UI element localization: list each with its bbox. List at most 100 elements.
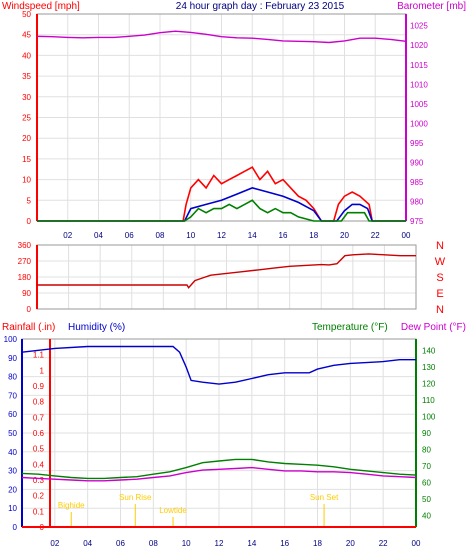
windspeed-tick-label: 35 — [22, 72, 31, 81]
time-tick-label: 06 — [116, 539, 125, 548]
time-tick-label: 16 — [279, 231, 288, 240]
temperature-tick-label: 110 — [422, 396, 435, 405]
temperature-tick-label: 40 — [422, 511, 431, 520]
time-tick-label: 06 — [125, 231, 134, 240]
rainfall-tick-label: 0.7 — [33, 413, 45, 422]
temperature-tick-label: 60 — [422, 478, 431, 487]
windspeed-tick-label: 40 — [22, 51, 31, 60]
time-tick-label: 00 — [402, 231, 411, 240]
time-tick-label: 08 — [156, 231, 165, 240]
time-tick-label: 20 — [346, 539, 355, 548]
compass-label: N — [436, 304, 444, 316]
temperature-tick-label: 120 — [422, 380, 436, 389]
time-tick-label: 18 — [309, 231, 318, 240]
temperature-tick-label: 90 — [422, 429, 431, 438]
barometer-tick-label: 1010 — [410, 80, 428, 89]
humidity-tick-label: 100 — [4, 335, 18, 344]
time-tick-label: 00 — [412, 539, 421, 548]
direction-tick-label: 90 — [22, 289, 31, 298]
compass-label: W — [435, 256, 446, 268]
temperature-tick-label: 80 — [422, 445, 431, 454]
gust-line — [37, 166, 406, 222]
direction-tick-label: 360 — [18, 241, 32, 250]
humidity-axis-title: Humidity (%) — [68, 322, 125, 333]
annotation-label: Sun Rise — [119, 493, 152, 502]
temperature-tick-label: 50 — [422, 495, 431, 504]
rainfall-tick-label: 0.4 — [33, 460, 45, 469]
time-tick-label: 18 — [313, 539, 322, 548]
barometer-tick-label: 1005 — [410, 100, 428, 109]
rainfall-tick-label: 0.3 — [33, 476, 45, 485]
temperature-tick-label: 70 — [422, 462, 431, 471]
rainfall-tick-label: 0.8 — [33, 398, 45, 407]
humidity-tick-label: 50 — [8, 429, 17, 438]
time-tick-label: 10 — [186, 231, 195, 240]
direction-tick-label: 270 — [18, 257, 32, 266]
barometer-tick-label: 975 — [410, 217, 424, 226]
barometer-tick-label: 995 — [410, 139, 424, 148]
annotation-label: Lowtide — [159, 506, 187, 515]
annotation-label: Sun Set — [310, 493, 339, 502]
humidity-tick-label: 90 — [8, 354, 17, 363]
windspeed-tick-label: 45 — [22, 31, 31, 40]
barometer-tick-label: 1025 — [410, 22, 428, 31]
time-tick-label: 04 — [94, 231, 103, 240]
time-tick-label: 22 — [371, 231, 380, 240]
time-tick-label: 02 — [63, 231, 72, 240]
time-tick-label: 02 — [50, 539, 59, 548]
humidity-tick-label: 80 — [8, 373, 17, 382]
windspeed-tick-label: 15 — [22, 155, 31, 164]
barometer-line — [36, 30, 407, 44]
time-tick-label: 22 — [379, 539, 388, 548]
windspeed-tick-label: 0 — [27, 217, 32, 226]
humidity-tick-label: 40 — [8, 448, 17, 457]
humidity-tick-label: 30 — [8, 467, 17, 476]
wind_direction-line — [37, 253, 416, 289]
barometer-axis-title: Barometer [mb] — [397, 1, 466, 12]
rainfall-axis-title: Rainfall (.in) — [2, 322, 55, 333]
windspeed-tick-label: 10 — [22, 176, 31, 185]
rainfall-tick-label: 0.6 — [33, 429, 45, 438]
windspeed-tick-label: 20 — [22, 134, 31, 143]
humidity-tick-label: 0 — [13, 523, 18, 532]
rainfall-tick-label: 0.9 — [33, 382, 45, 391]
rainfall-tick-label: 1 — [40, 366, 45, 375]
time-tick-label: 04 — [83, 539, 92, 548]
time-tick-label: 20 — [340, 231, 349, 240]
barometer-tick-label: 1020 — [410, 41, 428, 50]
humidity-tick-label: 10 — [8, 504, 17, 513]
time-tick-label: 08 — [149, 539, 158, 548]
temperature-axis-title: Temperature (°F) — [312, 322, 388, 333]
compass-label: N — [436, 240, 444, 252]
rainfall-tick-label: 0.5 — [33, 445, 45, 454]
time-tick-label: 14 — [247, 539, 256, 548]
average-line — [37, 187, 406, 222]
windspeed-tick-label: 5 — [27, 196, 32, 205]
temperature-line — [21, 458, 417, 480]
windspeed-axis-title: Windspeed [mph] — [2, 1, 80, 12]
wind_green-line — [37, 199, 406, 222]
temperature-tick-label: 100 — [422, 413, 436, 422]
time-tick-label: 14 — [248, 231, 257, 240]
barometer-tick-label: 985 — [410, 178, 424, 187]
humidity-tick-label: 70 — [8, 391, 17, 400]
time-tick-label: 12 — [215, 539, 224, 548]
direction-tick-label: 180 — [18, 273, 32, 282]
rainfall-tick-label: 1.1 — [33, 351, 45, 360]
rainfall-tick-label: 0.2 — [33, 492, 45, 501]
dew_point-line — [21, 466, 417, 482]
compass-label: S — [436, 272, 443, 284]
barometer-tick-label: 980 — [410, 197, 424, 206]
barometer-tick-label: 1000 — [410, 119, 428, 128]
direction-tick-label: 0 — [27, 305, 32, 314]
temperature-tick-label: 140 — [422, 347, 436, 356]
windspeed-tick-label: 25 — [22, 114, 31, 123]
dewpoint-axis-title: Dew Point (°F) — [401, 322, 466, 333]
time-tick-label: 12 — [217, 231, 226, 240]
windspeed-tick-label: 50 — [22, 10, 31, 19]
humidity-line — [21, 345, 416, 385]
humidity-tick-label: 20 — [8, 485, 17, 494]
windspeed-tick-label: 30 — [22, 93, 31, 102]
